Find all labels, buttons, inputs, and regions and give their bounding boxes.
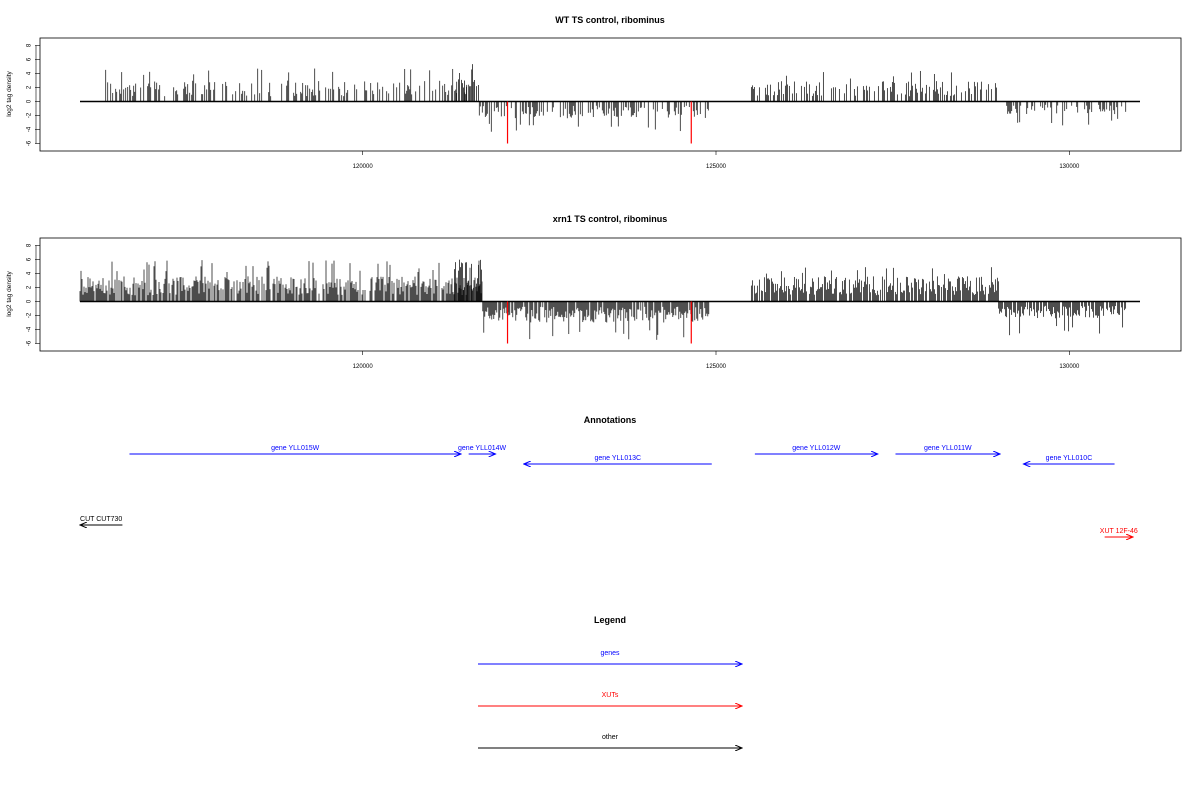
y-tick-label: 4 (27, 71, 33, 75)
legend: Legend genes XUTs other (478, 615, 742, 748)
y-axis-label: log2 tag density (6, 70, 13, 116)
y-axis-label: log2 tag density (6, 270, 13, 316)
annotation-label: gene YLL013C (594, 455, 641, 462)
annotation-feature: gene YLL011W (895, 445, 1000, 454)
legend-label: genes (600, 650, 620, 657)
xrn1-tag-density-panel: xrn1 TS control, ribominus log2 tag dens… (6, 214, 1182, 370)
y-tick-label: 2 (27, 85, 33, 89)
y-tick-label: 6 (27, 257, 33, 261)
annotation-label: gene YLL012W (792, 445, 841, 452)
x-tick-label: 120000 (353, 164, 374, 170)
x-tick-label: 130000 (1059, 164, 1080, 170)
y-tick-label: -2 (27, 112, 33, 118)
y-tick-label: 8 (27, 43, 33, 47)
y-tick-label: 0 (27, 299, 33, 303)
y-axis: -6 -4 -2 0 2 4 6 8 (27, 43, 40, 146)
annotations-title: Annotations (584, 415, 637, 425)
density-bars (80, 64, 1140, 144)
panel-title: WT TS control, ribominus (555, 15, 665, 25)
y-tick-label: 4 (27, 271, 33, 275)
annotation-label: gene YLL011W (924, 445, 972, 452)
y-tick-label: -4 (27, 126, 33, 132)
legend-label: XUTs (602, 692, 619, 699)
annotations-track: Annotations gene YLL015W gene YLL014W gene… (80, 415, 1138, 537)
y-tick-label: -6 (27, 340, 33, 346)
y-tick-label: 6 (27, 57, 33, 61)
plot-frame (39, 237, 1182, 352)
y-tick-label: 2 (27, 285, 33, 289)
x-tick-label: 130000 (1059, 364, 1080, 370)
annotation-label: gene YLL010C (1046, 455, 1093, 462)
panel-title: xrn1 TS control, ribominus (553, 214, 668, 224)
y-axis: -6 -4 -2 0 2 4 6 8 (27, 243, 40, 346)
x-tick-label: 120000 (353, 364, 374, 370)
annotation-label: gene YLL014W (458, 445, 507, 452)
legend-entry: other (478, 734, 742, 748)
y-tick-label: -2 (27, 312, 33, 318)
legend-title: Legend (594, 615, 626, 625)
wt-tag-density-panel: WT TS control, ribominus log2 tag densit… (6, 15, 1182, 170)
y-tick-label: -4 (27, 326, 33, 332)
plot-frame (39, 37, 1182, 152)
y-tick-label: -6 (27, 140, 33, 146)
x-axis: 120000 125000 130000 (353, 151, 1080, 170)
legend-entry: genes (478, 650, 742, 664)
density-bars (79, 259, 1140, 344)
annotation-label: gene YLL015W (271, 445, 320, 452)
x-tick-label: 125000 (706, 164, 727, 170)
annotation-label: XUT 12F-46 (1100, 528, 1138, 535)
annotation-feature: gene YLL012W (754, 445, 878, 454)
annotation-feature: XUT 12F-46 (1100, 528, 1138, 537)
annotation-feature: gene YLL010C (1023, 455, 1115, 464)
y-tick-label: 0 (27, 99, 33, 103)
annotation-feature: CUT CUT730 (80, 516, 122, 525)
legend-entry: XUTs (478, 692, 742, 706)
x-axis: 120000 125000 130000 (353, 351, 1080, 370)
x-tick-label: 125000 (706, 364, 727, 370)
annotation-feature: gene YLL015W (129, 445, 460, 454)
legend-label: other (602, 734, 619, 741)
annotation-feature: gene YLL013C (524, 455, 712, 464)
annotation-feature: gene YLL014W (458, 445, 507, 454)
annotation-label: CUT CUT730 (80, 516, 122, 523)
y-tick-label: 8 (27, 243, 33, 247)
